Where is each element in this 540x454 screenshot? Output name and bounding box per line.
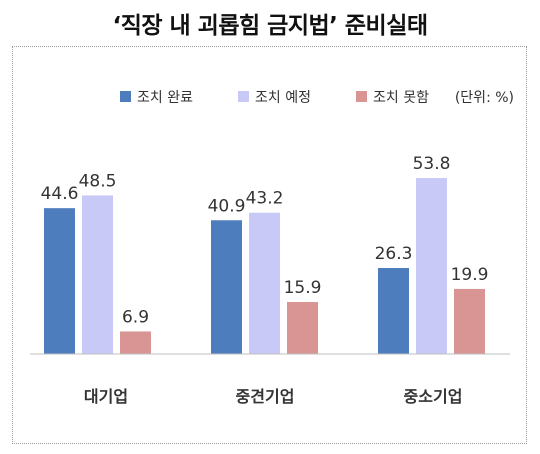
bar-1-1 xyxy=(44,208,75,354)
value-label-3-1: 26.3 xyxy=(375,244,413,264)
bar-3-1 xyxy=(378,267,409,354)
value-label-1-3: 6.9 xyxy=(122,307,149,327)
bar-1-3 xyxy=(120,331,151,354)
chart-title: ‘직장 내 괴롭힘 금지법’ 준비실태 xyxy=(112,13,428,39)
value-label-3-3: 19.9 xyxy=(451,265,489,285)
legend: 조치 완료 조치 예정 조치 못함 xyxy=(120,90,429,106)
category-label-2: 중견기업 xyxy=(236,387,295,406)
legend-label-3: 조치 못함 xyxy=(373,90,429,106)
unit-label: (단위: %) xyxy=(455,90,514,106)
value-label-1-1: 44.6 xyxy=(41,184,79,204)
legend-swatch-3 xyxy=(356,91,367,102)
value-label-2-1: 40.9 xyxy=(208,196,246,216)
legend-label-1: 조치 완료 xyxy=(137,90,193,106)
bar-1-2 xyxy=(82,195,113,354)
legend-swatch-1 xyxy=(120,91,131,102)
bar-2-1 xyxy=(211,220,242,354)
category-labels: 대기업 중견기업 중소기업 xyxy=(84,387,463,406)
bar-2-3 xyxy=(287,302,318,354)
value-label-1-2: 48.5 xyxy=(79,171,117,191)
value-label-2-3: 15.9 xyxy=(284,278,322,298)
bar-2-2 xyxy=(249,212,280,354)
value-label-3-2: 53.8 xyxy=(413,154,451,174)
value-label-2-2: 43.2 xyxy=(246,189,284,209)
chart-frame xyxy=(12,46,527,444)
legend-label-2: 조치 예정 xyxy=(255,90,311,106)
category-label-3: 중소기업 xyxy=(404,387,463,406)
category-label-1: 대기업 xyxy=(84,387,128,406)
bars: 44.648.5 6.9 40.9 43.2 15.9 26.3 53.8 19.9 xyxy=(41,154,489,354)
bar-3-3 xyxy=(454,288,485,354)
bar-3-2 xyxy=(416,178,447,354)
legend-swatch-2 xyxy=(238,91,249,102)
